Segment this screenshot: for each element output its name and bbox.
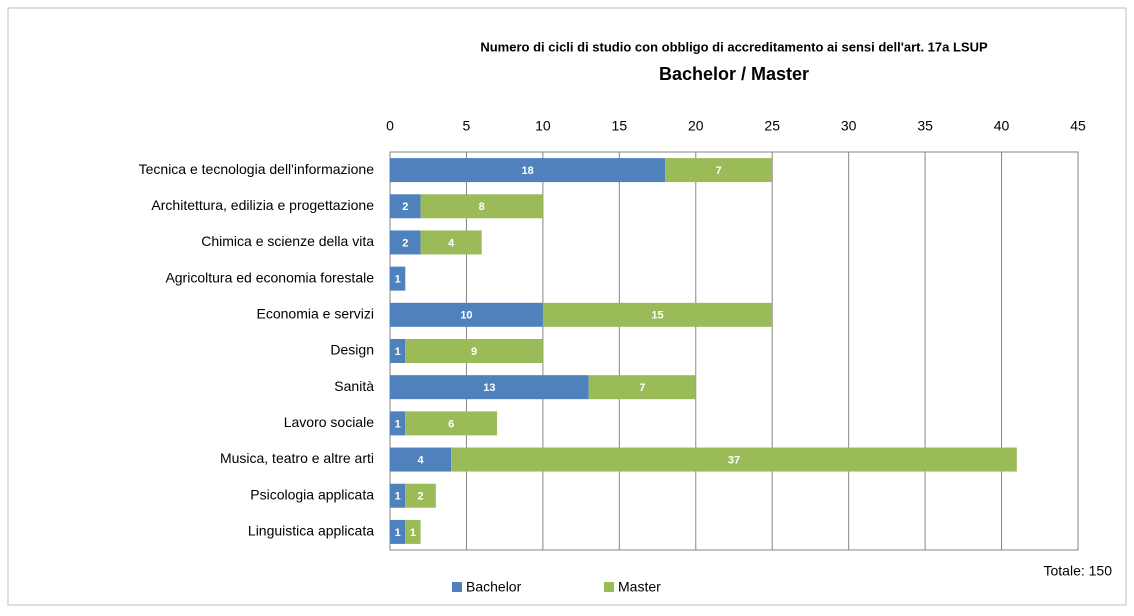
bar-segment	[390, 339, 406, 363]
chart-title: Numero di cicli di studio con obbligo di…	[480, 39, 988, 54]
y-tick-label: Tecnica e tecnologia dell'informazione	[139, 161, 375, 177]
data-label: 2	[402, 201, 408, 213]
bar-segment	[451, 447, 1017, 472]
y-tick-label: Economia e servizi	[257, 306, 375, 322]
data-label: 9	[471, 346, 477, 358]
data-label: 7	[716, 165, 722, 177]
bar-segment	[390, 411, 406, 436]
bar-segment	[390, 519, 406, 544]
y-tick-label: Chimica e scienze della vita	[201, 233, 374, 249]
x-tick-label: 10	[535, 118, 551, 134]
x-tick-label: 20	[688, 118, 704, 134]
bar-segment	[390, 483, 406, 508]
bar-segment	[405, 519, 421, 544]
bar-segment	[390, 194, 421, 219]
y-tick-label: Agricoltura ed economia forestale	[165, 269, 374, 285]
data-label: 6	[448, 418, 454, 430]
bar-segment	[390, 302, 543, 327]
x-tick-label: 30	[841, 118, 857, 134]
bar-segment	[390, 158, 666, 183]
legend-swatch	[604, 582, 614, 592]
bar-segment	[390, 230, 421, 255]
x-tick-label: 45	[1070, 118, 1086, 134]
bar-segment	[588, 375, 696, 400]
bar-segment	[542, 302, 773, 327]
data-label: 18	[521, 165, 533, 177]
y-tick-label: Design	[330, 342, 374, 358]
data-label: 10	[460, 310, 472, 322]
bar-segment	[405, 483, 436, 508]
data-label: 1	[395, 527, 401, 539]
data-label: 1	[395, 346, 401, 358]
legend-swatch	[452, 582, 462, 592]
data-label: 1	[395, 491, 401, 503]
x-tick-label: 15	[612, 118, 628, 134]
data-label: 13	[483, 382, 495, 394]
data-label: 1	[395, 274, 401, 286]
legend-label: Bachelor	[466, 579, 522, 595]
chart-subtitle: Bachelor / Master	[659, 64, 809, 84]
bar-segment	[405, 339, 543, 363]
data-label: 2	[418, 491, 424, 503]
y-tick-label: Musica, teatro e altre arti	[220, 450, 374, 466]
data-label: 37	[728, 454, 740, 466]
legend-label: Master	[618, 579, 661, 595]
x-tick-label: 0	[386, 118, 394, 134]
bar-segment	[405, 411, 498, 436]
data-label: 4	[448, 237, 455, 249]
x-tick-label: 5	[463, 118, 471, 134]
y-tick-label: Lavoro sociale	[284, 414, 374, 430]
data-label: 15	[651, 310, 663, 322]
bar-segment	[390, 266, 406, 291]
y-tick-label: Sanità	[334, 378, 374, 394]
data-label: 1	[395, 418, 401, 430]
x-tick-label: 40	[994, 118, 1010, 134]
x-tick-label: 35	[917, 118, 933, 134]
y-tick-label: Psicologia applicata	[250, 486, 374, 502]
bar-segment	[420, 194, 543, 219]
y-tick-label: Linguistica applicata	[248, 523, 374, 539]
annotation: Totale: 150	[1044, 563, 1113, 579]
data-label: 2	[402, 237, 408, 249]
data-label: 1	[410, 527, 416, 539]
data-label: 8	[479, 201, 485, 213]
y-tick-label: Architettura, edilizia e progettazione	[151, 197, 374, 213]
bar-segment	[665, 158, 773, 183]
bar-segment	[390, 447, 452, 472]
x-tick-label: 25	[764, 118, 780, 134]
data-label: 7	[639, 382, 645, 394]
bar-segment	[390, 375, 589, 400]
bar-segment	[420, 230, 482, 255]
data-label: 4	[418, 454, 425, 466]
